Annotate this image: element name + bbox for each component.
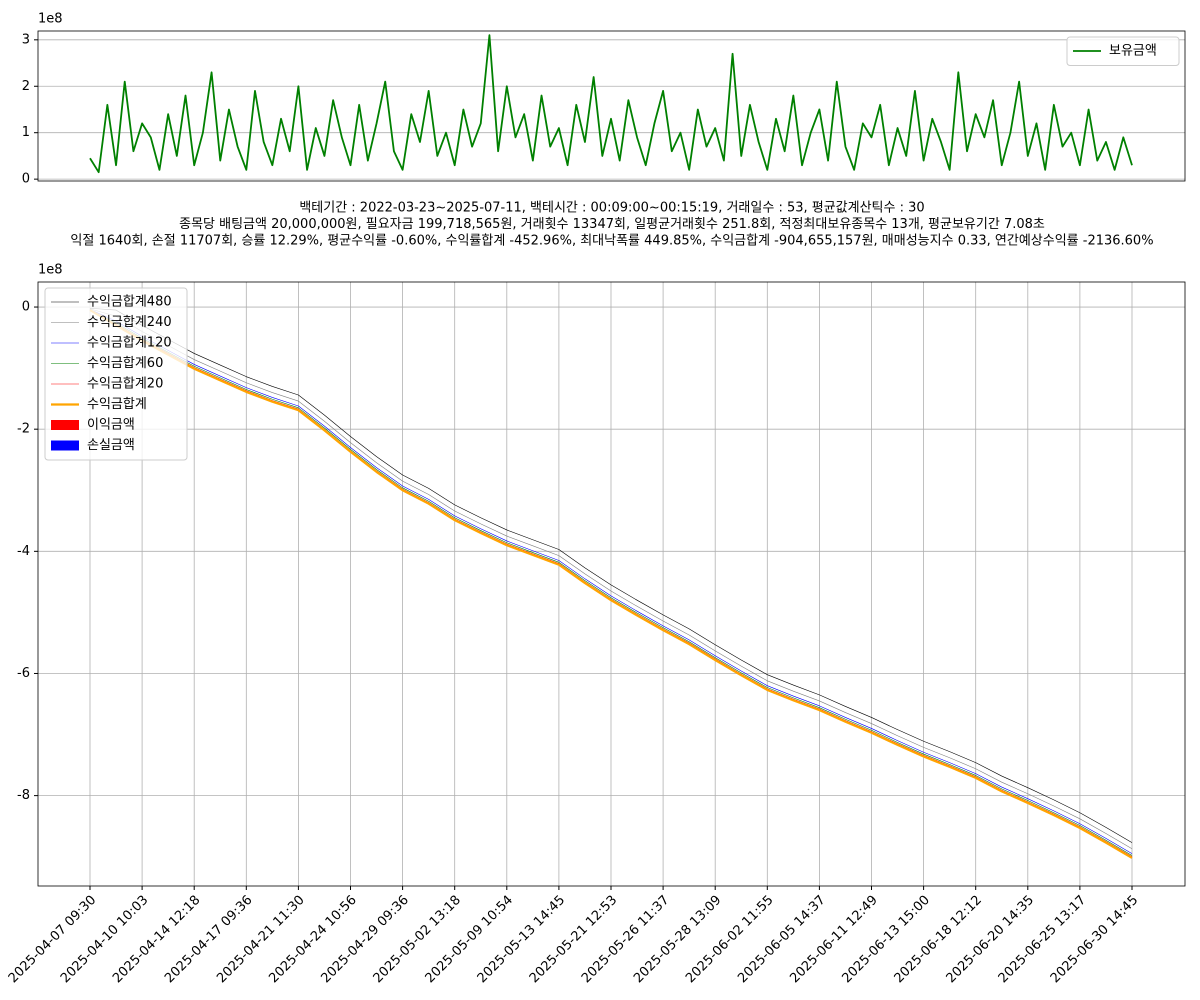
plot-frame bbox=[37, 281, 1186, 887]
legend-box bbox=[1066, 36, 1180, 66]
legend-label: 이익금액 bbox=[87, 418, 135, 433]
y-tick-label: 1 bbox=[22, 125, 30, 140]
y-tick-label: -6 bbox=[17, 666, 30, 681]
x-tick-label: 2025-04-29 09:36 bbox=[318, 893, 411, 986]
data-line bbox=[89, 309, 1133, 856]
x-tick-label: 2025-06-20 14:35 bbox=[944, 893, 1037, 986]
y-tick-label: 0 bbox=[22, 172, 30, 187]
legend-label: 수익금합계 bbox=[87, 397, 147, 412]
x-tick-label: 2025-05-13 14:45 bbox=[475, 893, 568, 986]
y-tick-label: 3 bbox=[22, 32, 30, 47]
x-tick-label: 2025-06-13 15:00 bbox=[839, 893, 932, 986]
y-tick-label: -8 bbox=[17, 788, 30, 803]
y-tick-label: 2 bbox=[22, 79, 30, 94]
legend-label: 수익금합계60 bbox=[87, 356, 163, 371]
legend-label: 수익금합계240 bbox=[87, 315, 172, 330]
x-tick-label: 2025-06-05 14:37 bbox=[735, 893, 828, 986]
chart-title: 익절 1640회, 손절 11707회, 승률 12.29%, 평균수익률 -0… bbox=[70, 234, 1153, 249]
x-tick-label: 2025-06-25 13:17 bbox=[996, 893, 1089, 986]
x-tick-label: 2025-05-21 12:53 bbox=[527, 893, 620, 986]
legend-label: 수익금합계20 bbox=[87, 377, 163, 392]
x-tick-label: 2025-04-14 12:18 bbox=[110, 893, 203, 986]
x-tick-label: 2025-06-11 12:49 bbox=[787, 893, 880, 986]
legend-swatch bbox=[51, 440, 79, 451]
x-tick-label: 2025-04-17 09:36 bbox=[162, 893, 255, 986]
y-offset-label: 1e8 bbox=[38, 263, 63, 278]
x-tick-label: 2025-05-28 13:09 bbox=[631, 893, 724, 986]
x-tick-label: 2025-06-02 11:55 bbox=[683, 893, 776, 986]
x-tick-label: 2025-04-10 10:03 bbox=[58, 893, 151, 986]
legend-swatch bbox=[51, 420, 79, 430]
legend-label: 손실금액 bbox=[87, 438, 135, 453]
y-tick-label: -4 bbox=[17, 544, 30, 559]
x-tick-label: 2025-06-18 12:12 bbox=[892, 893, 985, 986]
chart-title: 종목당 배팅금액 20,000,000원, 필요자금 199,718,565원,… bbox=[179, 217, 1045, 232]
y-tick-label: -2 bbox=[17, 422, 30, 437]
data-line bbox=[89, 308, 1133, 850]
x-tick-label: 2025-04-24 10:56 bbox=[266, 893, 359, 986]
data-line bbox=[89, 34, 1133, 174]
data-line bbox=[89, 307, 1133, 843]
plot-frame bbox=[37, 30, 1186, 182]
data-line bbox=[89, 309, 1133, 859]
chart-title: 백테기간 : 2022-03-23~2025-07-11, 백테시간 : 00:… bbox=[299, 201, 924, 216]
x-tick-label: 2025-05-26 11:37 bbox=[579, 893, 672, 986]
legend-label: 보유금액 bbox=[1109, 44, 1157, 59]
x-tick-label: 2025-04-21 11:30 bbox=[214, 893, 307, 986]
x-tick-label: 2025-04-07 09:30 bbox=[6, 893, 99, 986]
data-line bbox=[89, 309, 1133, 854]
y-tick-label: 0 bbox=[22, 300, 30, 315]
y-offset-label: 1e8 bbox=[38, 12, 63, 27]
x-tick-label: 2025-05-09 10:54 bbox=[423, 893, 516, 986]
x-tick-label: 2025-05-02 13:18 bbox=[371, 893, 464, 986]
x-tick-label: 2025-06-30 14:45 bbox=[1048, 893, 1141, 986]
legend-label: 수익금합계480 bbox=[87, 295, 172, 310]
legend-label: 수익금합계120 bbox=[87, 336, 172, 351]
legend-box bbox=[44, 287, 188, 461]
